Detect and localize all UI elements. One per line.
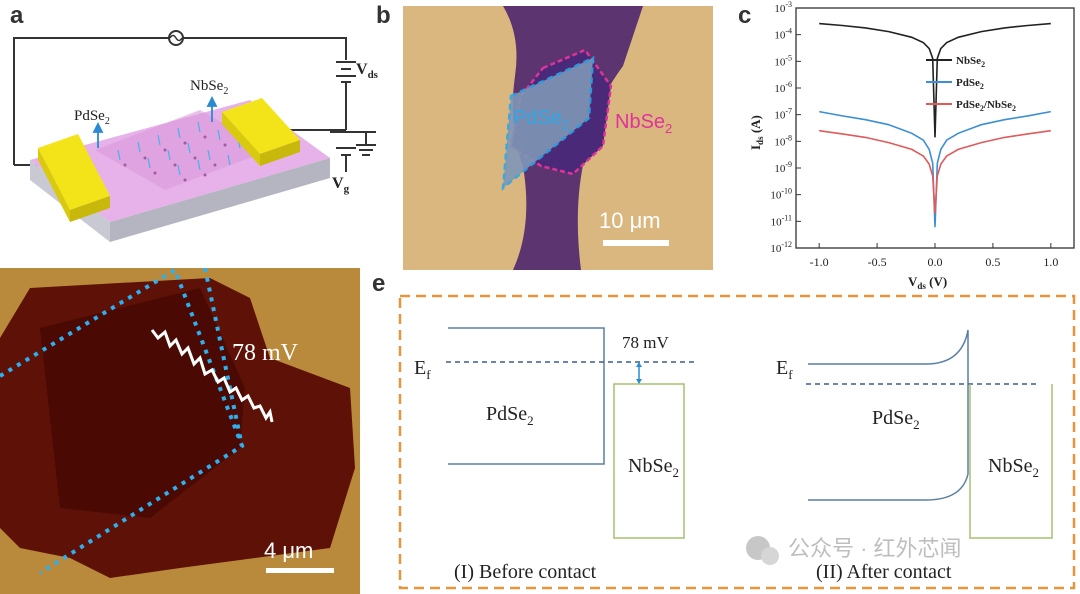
y-tick-label: 10-11	[771, 213, 792, 228]
x-tick-label: 0.5	[985, 255, 1000, 269]
band-diagram: Ef 78 mV PdSe2 NbSe2 (I) Before contact …	[398, 294, 1076, 590]
battery-vds-icon	[336, 61, 356, 83]
y-tick-label: 10-10	[770, 187, 792, 202]
scale-bar-label: 4 μm	[264, 538, 313, 563]
label-vds: Vds	[356, 61, 379, 81]
y-tick-label: 10-4	[774, 27, 792, 42]
pdse2-flake	[501, 55, 595, 191]
left-gold-pad	[403, 6, 527, 270]
x-tick-label: 1.0	[1043, 255, 1058, 269]
series-line-pdse2-nbse2	[819, 129, 1051, 214]
x-tick-label: 0.0	[928, 255, 943, 269]
y-tick-label: 10-6	[774, 80, 792, 95]
potential-profile-line	[150, 329, 274, 423]
ef-label-2: Ef	[776, 357, 793, 382]
series-line-pdse2	[819, 110, 1051, 228]
scale-bar	[603, 240, 669, 246]
label-nbse2: NbSe2	[190, 78, 228, 97]
right-electrode	[222, 98, 300, 166]
device-schematic: PdSe2 NbSe2 Vds Vg	[13, 30, 379, 242]
panel-label-a: a	[10, 2, 24, 29]
y-tick-label: 10-3	[774, 0, 792, 15]
flake-region	[95, 110, 270, 190]
mv-label: 78 mV	[622, 333, 669, 352]
x-tick-label: -1.0	[810, 255, 829, 269]
series-line-nbse2	[819, 22, 1051, 138]
legend-label: NbSe2	[956, 55, 985, 69]
nbse2-label-2: NbSe2	[988, 455, 1039, 480]
scale-bar-label: 10 μm	[599, 208, 661, 233]
panel-label-c: c	[738, 2, 752, 29]
label-78mv: 78 mV	[232, 340, 299, 366]
pdse2-label-1: PdSe2	[486, 403, 534, 428]
label-nbse2: NbSe2	[615, 111, 672, 136]
dashed-frame	[398, 294, 1076, 590]
x-tick-label: -0.5	[868, 255, 887, 269]
y-tick-label: 10-9	[774, 160, 792, 175]
pdse2-label-2: PdSe2	[872, 407, 920, 432]
ef-label-1: Ef	[414, 357, 431, 382]
watermark: 公众号 · 红外芯闻	[746, 536, 962, 565]
ground-icon	[356, 132, 376, 156]
scale-bar	[266, 568, 334, 573]
y-axis-label: Ids (A)	[748, 115, 765, 150]
before-contact-diagram: Ef 78 mV PdSe2 NbSe2 (I) Before contact	[414, 327, 696, 583]
caption-after: (II) After contact	[816, 561, 952, 583]
battery-vg-icon	[336, 147, 356, 156]
x-axis-label: Vds (V)	[908, 274, 947, 291]
nbse2-label-1: NbSe2	[628, 455, 679, 480]
panel-label-b: b	[376, 2, 391, 29]
y-tick-label: 10-12	[770, 240, 792, 255]
optical-micrograph: PdSe2 NbSe2 10 μm	[403, 6, 713, 270]
right-gold-pad	[577, 6, 713, 270]
panel-label-e: e	[372, 270, 386, 297]
left-electrode	[38, 134, 110, 222]
iv-chart: 10-3 10-4 10-5 10-6 10-7 10-8 10-9 10-10 10-11 10…	[748, 0, 1075, 291]
legend-label: PdSe2/NbSe2	[956, 99, 1016, 113]
label-pdse2: PdSe2	[74, 108, 110, 127]
y-tick-label: 10-8	[774, 133, 792, 148]
pdse2-dotted-outline	[0, 268, 245, 575]
kpfm-map: 78 mV 4 μm	[0, 268, 360, 594]
legend-label: PdSe2	[956, 77, 984, 91]
svg-text:公众号 · 红外芯闻: 公众号 · 红外芯闻	[788, 536, 962, 561]
caption-before: (I) Before contact	[454, 561, 597, 583]
label-vg: Vg	[332, 175, 350, 195]
y-tick-label: 10-5	[774, 53, 792, 68]
y-tick-label: 10-7	[774, 107, 792, 122]
label-pdse2: PdSe2	[513, 107, 569, 132]
after-contact-diagram: Ef PdSe2 NbSe2 (II) After contact	[776, 329, 1053, 583]
nbse2-dotted-edge	[203, 268, 244, 447]
